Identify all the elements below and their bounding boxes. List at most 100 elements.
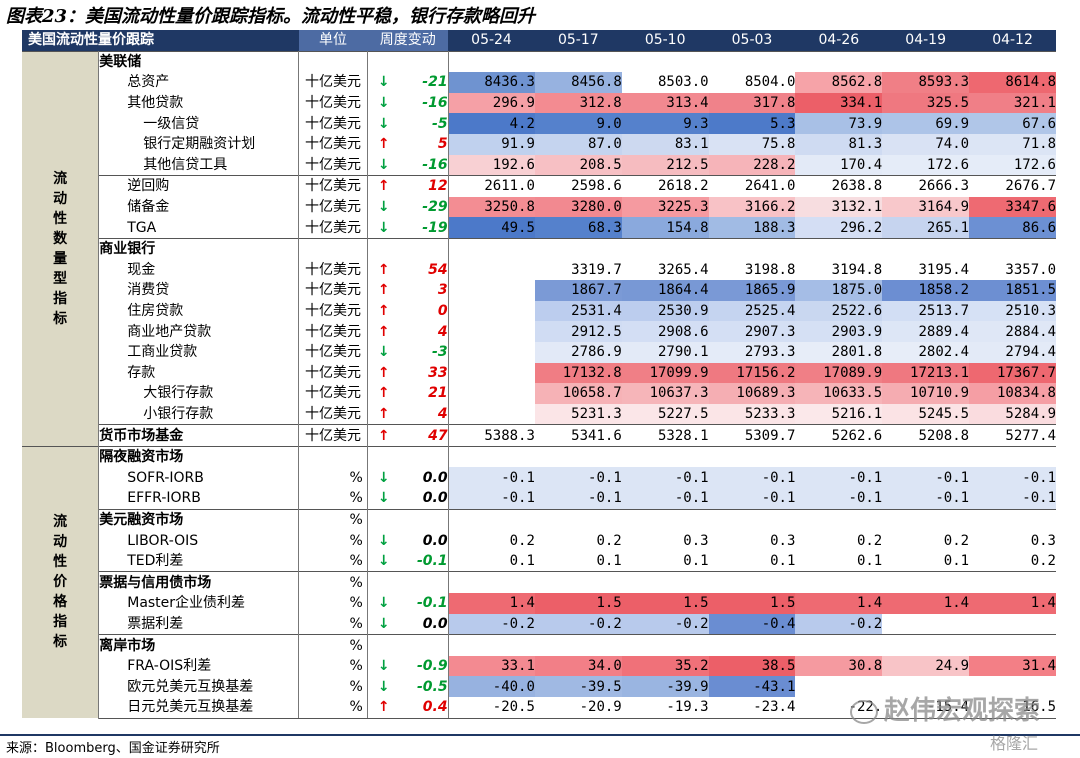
value-cell: 5341.6 <box>534 424 622 447</box>
row-label: 工商业贷款 <box>98 341 300 363</box>
up-arrow-icon: ↑ <box>367 175 400 197</box>
value-cell: 325.5 <box>882 92 970 114</box>
up-arrow-icon: ↑ <box>367 697 400 719</box>
value-cell <box>534 634 622 656</box>
table-row: 一级信贷 十亿美元 ↓ -5 4.2 9.0 9.3 5.3 73.9 69.9 67.6 <box>22 113 1056 134</box>
row-label: 消费贷 <box>98 280 300 301</box>
value-cell: 9.0 <box>534 113 622 134</box>
row-label: 票据与信用债市场 <box>98 571 300 594</box>
row-label: 储备金 <box>98 196 300 218</box>
value-cell <box>448 383 535 404</box>
value-cell <box>448 321 535 342</box>
value-cell: 1864.4 <box>621 280 709 301</box>
value-cell: 2912.5 <box>534 321 622 342</box>
value-cell: 31.4 <box>969 655 1056 677</box>
value-cell <box>448 237 535 260</box>
value-cell: 17156.2 <box>708 362 796 384</box>
value-cell: 17099.9 <box>621 362 709 384</box>
value-cell: 1851.5 <box>969 280 1056 301</box>
value-cell: 172.6 <box>969 154 1056 176</box>
header-date: 04-12 <box>969 30 1056 52</box>
value-cell: 2525.4 <box>708 300 796 322</box>
value-cell: 2666.3 <box>882 175 970 197</box>
value-cell: 2884.4 <box>969 321 1056 342</box>
value-cell: 49.5 <box>448 217 535 239</box>
row-label: 大银行存款 <box>98 383 300 404</box>
down-arrow-icon: ↓ <box>377 199 390 216</box>
row-unit: % <box>298 488 368 510</box>
row-label: 商业银行 <box>98 237 300 260</box>
down-arrow-icon: ↓ <box>377 532 390 549</box>
value-cell: -20.5 <box>448 697 535 719</box>
value-cell <box>534 50 622 73</box>
value-cell: 17367.7 <box>969 362 1056 384</box>
row-label: 隔夜融资市场 <box>98 445 300 468</box>
value-cell: 2618.2 <box>621 175 709 197</box>
weekly-change: -5 <box>399 113 449 134</box>
weekly-change: 47 <box>399 424 449 447</box>
up-arrow-icon: ↑ <box>377 261 390 278</box>
value-cell <box>621 445 709 468</box>
value-cell: 67.6 <box>969 113 1056 134</box>
row-label: 一级信贷 <box>98 113 300 134</box>
value-cell: 2510.3 <box>969 300 1056 322</box>
value-cell: 1865.9 <box>708 280 796 301</box>
row-label: EFFR-IORB <box>98 488 300 510</box>
table-row: 大银行存款 十亿美元 ↑ 21 10658.7 10637.3 10689.3 10633.5… <box>22 383 1056 404</box>
value-cell: 5231.3 <box>534 403 622 425</box>
header-date: 05-17 <box>534 30 622 52</box>
value-cell <box>969 676 1056 697</box>
row-unit: % <box>298 530 368 551</box>
group-row: 流动性价格指标隔夜融资市场 <box>22 445 1056 719</box>
value-cell: -0.2 <box>534 613 622 635</box>
value-cell: 317.8 <box>708 92 796 114</box>
value-cell: 35.2 <box>621 655 709 677</box>
table-row: 银行定期融资计划 十亿美元 ↑ 5 91.9 87.0 83.1 75.8 81.3 74.0 71… <box>22 133 1056 155</box>
value-cell <box>448 445 535 468</box>
value-cell: 0.2 <box>795 530 883 551</box>
weekly-change: 0.0 <box>399 488 449 510</box>
value-cell: 1867.7 <box>534 280 622 301</box>
value-cell: 2531.4 <box>534 300 622 322</box>
table-row: 工商业贷款 十亿美元 ↓ -3 2786.9 2790.1 2793.3 2801.8 2802… <box>22 341 1056 363</box>
row-unit: 十亿美元 <box>298 280 368 301</box>
down-arrow-icon: ↓ <box>377 344 390 361</box>
down-arrow-icon: ↓ <box>377 115 390 132</box>
table-row: 其他贷款 十亿美元 ↓ -16 296.9 312.8 313.4 317.8 334.1 325… <box>22 92 1056 114</box>
value-cell <box>534 571 622 594</box>
value-cell: 5262.6 <box>795 424 883 447</box>
row-unit: 十亿美元 <box>298 321 368 342</box>
row-unit <box>298 50 368 73</box>
value-cell: 1.4 <box>882 593 970 614</box>
value-cell: 3250.8 <box>448 196 535 218</box>
value-cell: 8456.8 <box>534 72 622 93</box>
header-date: 05-24 <box>448 30 535 52</box>
row-unit: % <box>298 508 368 531</box>
table-row: 小银行存款 十亿美元 ↑ 4 5231.3 5227.5 5233.3 5216.1 5245.… <box>22 403 1056 425</box>
table-row: FRA-OIS利差% ↓ -0.9 33.1 34.0 35.2 38.5 30.8 24.9 3… <box>22 655 1056 677</box>
value-cell: 68.3 <box>534 217 622 239</box>
weekly-change: 4 <box>399 321 449 342</box>
value-cell: 3195.4 <box>882 259 970 281</box>
row-unit: 十亿美元 <box>298 133 368 155</box>
row-unit: 十亿美元 <box>298 300 368 322</box>
group-row: 商业银行 <box>22 237 1056 260</box>
value-cell <box>969 445 1056 468</box>
value-cell <box>708 571 796 594</box>
value-cell: -0.2 <box>621 613 709 635</box>
watermark-secondary: 格隆汇 <box>990 734 1039 753</box>
value-cell: -0.1 <box>708 488 796 510</box>
value-cell <box>882 508 970 531</box>
value-cell <box>534 508 622 531</box>
liquidity-table: 美国流动性量价跟踪 单位 周度变动 05-24 05-17 05-10 05-0… <box>22 30 1056 719</box>
row-label: 美元融资市场 <box>98 508 300 531</box>
up-arrow-icon: ↑ <box>377 303 390 320</box>
weekly-change: -21 <box>399 72 449 93</box>
arrow-cell <box>367 237 400 260</box>
row-unit: 十亿美元 <box>298 217 368 239</box>
value-cell: 5284.9 <box>969 403 1056 425</box>
value-cell: 313.4 <box>621 92 709 114</box>
value-cell: 10834.8 <box>969 383 1056 404</box>
down-arrow-icon: ↓ <box>377 469 390 486</box>
value-cell: -20.9 <box>534 697 622 719</box>
